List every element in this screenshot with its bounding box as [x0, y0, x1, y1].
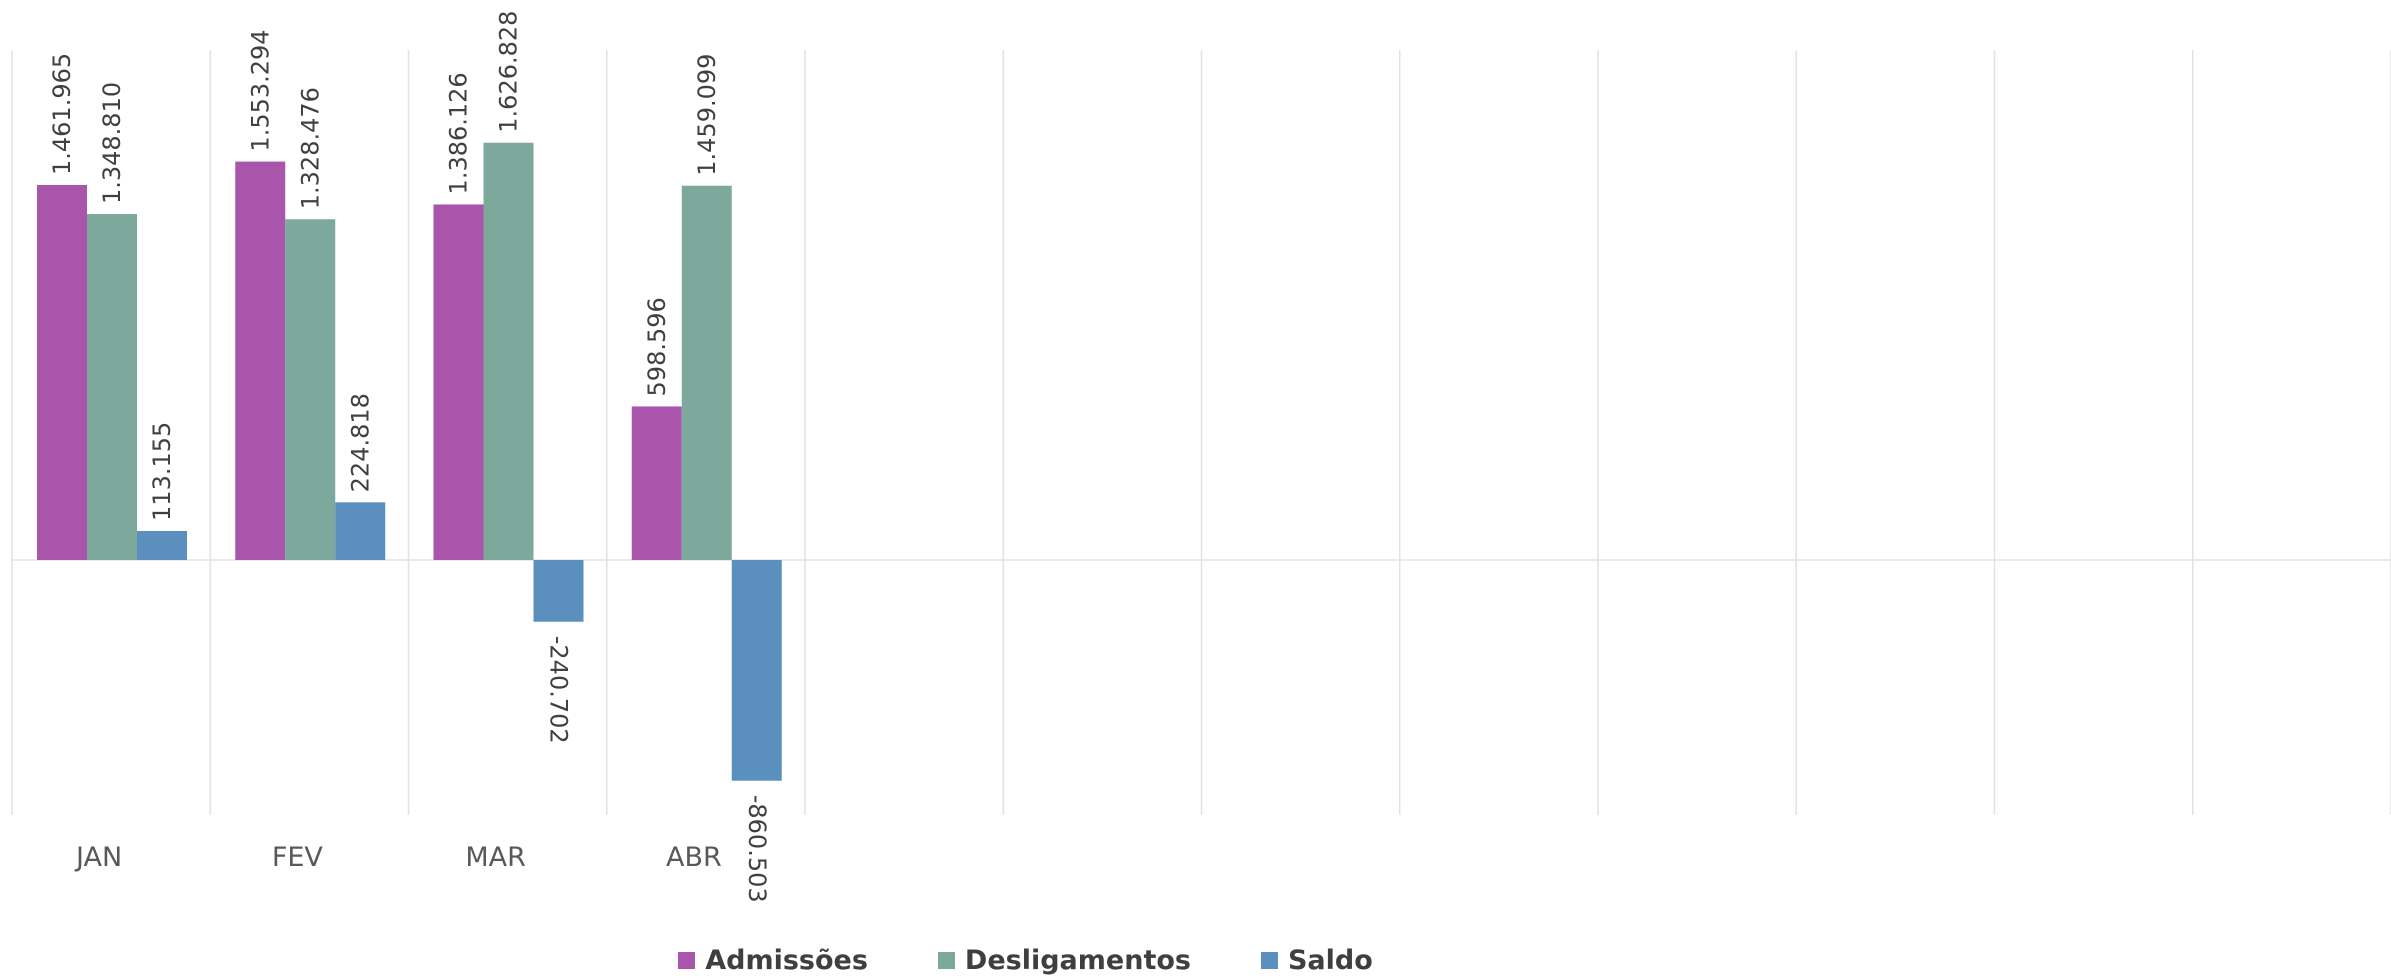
bar-saldo	[335, 502, 386, 560]
data-label: 1.328.476	[296, 87, 324, 209]
x-tick-label: JAN	[74, 842, 122, 873]
bar-saldo	[137, 530, 187, 560]
data-label: 1.626.828	[495, 11, 523, 133]
legend-label: Desligamentos	[964, 944, 1191, 976]
data-label: 1.553.294	[246, 29, 274, 151]
x-tick-label: MAR	[465, 842, 526, 873]
data-label: 1.459.099	[693, 54, 721, 176]
legend-item: Desligamentos	[937, 944, 1191, 976]
legend-item: Saldo	[1260, 944, 1373, 976]
data-label: -860.503	[743, 795, 771, 903]
x-tick-label: FEV	[272, 842, 324, 873]
legend-swatch	[678, 951, 696, 969]
bar-desligamentos	[285, 219, 336, 560]
bar-saldo	[731, 560, 782, 781]
legend-item: Admissões	[678, 945, 868, 976]
chart-legend: Admissões Desligamentos Saldo	[0, 942, 2221, 978]
bar-desligamentos	[87, 214, 137, 560]
data-label: 113.155	[148, 422, 176, 521]
bar-desligamentos	[483, 142, 534, 560]
data-label: 224.818	[346, 393, 374, 492]
legend-swatch	[1260, 951, 1278, 969]
data-label: 1.348.810	[98, 82, 126, 204]
bar-chart: JAN FEV MAR ABR 1.461.965 1.553.294 1.386.126 5…	[11, 11, 2391, 903]
bar-desligamentos	[681, 185, 732, 560]
data-label: 1.461.965	[48, 53, 76, 175]
bar-saldo	[533, 560, 584, 622]
legend-label: Admissões	[705, 944, 868, 976]
legend-label: Saldo	[1287, 944, 1373, 976]
data-label: 1.386.126	[445, 72, 473, 194]
bar-admissões	[37, 185, 87, 560]
bar-admissões	[433, 204, 484, 561]
bar-admissões	[631, 406, 682, 560]
bar-admissões	[235, 161, 286, 560]
legend-swatch	[937, 951, 955, 969]
x-tick-label: ABR	[666, 842, 722, 873]
data-label: 598.596	[643, 297, 671, 396]
data-label: -240.702	[545, 636, 573, 744]
